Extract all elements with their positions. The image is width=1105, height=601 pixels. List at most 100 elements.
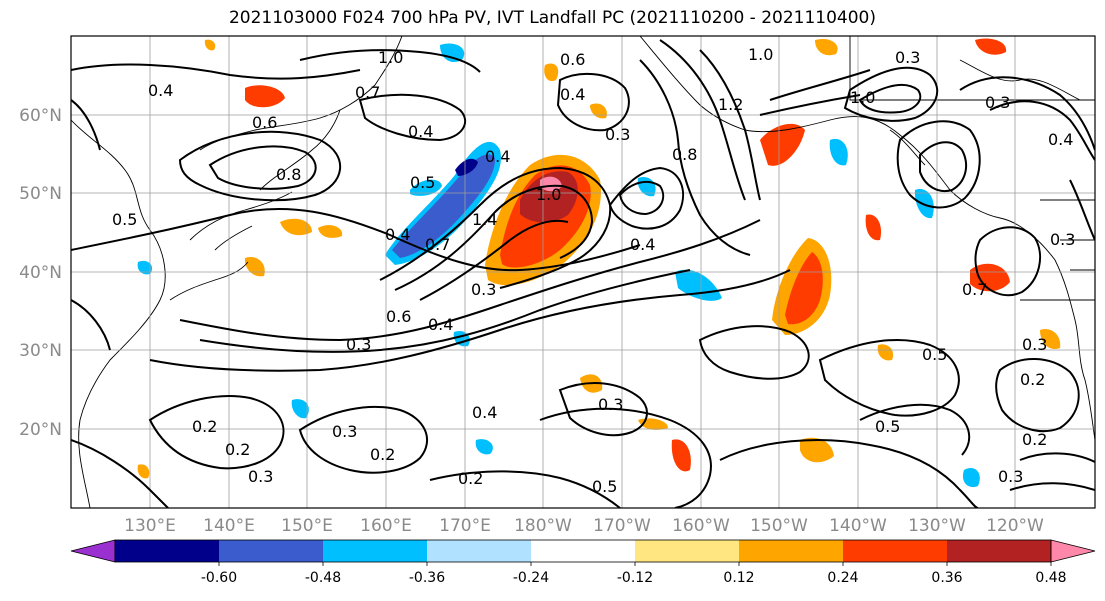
contour-label: 0.2 bbox=[1022, 430, 1047, 449]
pos-anomaly-high bbox=[520, 171, 578, 223]
contour-label: 0.2 bbox=[458, 469, 483, 488]
contour-label: 0.5 bbox=[592, 477, 617, 496]
pos-anomaly-region bbox=[975, 38, 1007, 55]
lon-label: 120°W bbox=[986, 516, 1044, 536]
contour-label: 0.4 bbox=[385, 225, 410, 244]
contour-label: 0.3 bbox=[1022, 335, 1047, 354]
contour-label: 0.8 bbox=[276, 165, 301, 184]
neg-anomaly-region bbox=[962, 467, 980, 488]
contour-label: 1.0 bbox=[378, 48, 403, 67]
pos-anomaly-peak bbox=[540, 176, 562, 192]
lon-label: 130°W bbox=[908, 516, 966, 536]
colorbar-segment bbox=[115, 540, 220, 562]
contour-label: 0.3 bbox=[471, 280, 496, 299]
contour-label: 1.0 bbox=[536, 185, 561, 204]
lon-label: 140°E bbox=[203, 516, 255, 536]
pos-anomaly-region bbox=[815, 38, 838, 56]
contour-label: 1.4 bbox=[472, 210, 497, 229]
graticule bbox=[71, 36, 1095, 508]
pos-anomaly-region bbox=[318, 225, 343, 238]
colorbar-tick-label: -0.12 bbox=[617, 570, 653, 586]
neg-anomaly-region bbox=[440, 43, 465, 63]
neg-anomaly-region bbox=[829, 138, 848, 166]
neg-anomaly-peak bbox=[455, 158, 478, 176]
contour-label: 0.5 bbox=[922, 345, 947, 364]
lon-label: 170°W bbox=[593, 516, 651, 536]
colorbar-extend-low bbox=[70, 539, 116, 563]
colorbar-tick-label: -0.24 bbox=[513, 570, 549, 586]
contour-label: 0.4 bbox=[428, 315, 453, 334]
contour-label: 0.4 bbox=[472, 403, 497, 422]
colorbar-segment bbox=[739, 540, 844, 562]
contour-label: 0.3 bbox=[998, 467, 1023, 486]
contour-label: 0.3 bbox=[332, 422, 357, 441]
map-border bbox=[70, 35, 1096, 509]
latitude-labels: 60°N 50°N 40°N 30°N 20°N bbox=[19, 106, 62, 440]
colorbar: -0.60 -0.48 -0.36 -0.24 -0.12 0.12 0.24 0.36 0.4… bbox=[70, 539, 1096, 586]
pos-anomaly-region bbox=[760, 123, 805, 166]
longitude-labels: 130°E 140°E 150°E 160°E 170°E 180°W 170°… bbox=[124, 516, 1044, 536]
pos-anomaly-region bbox=[970, 263, 1010, 292]
contour-label: 0.8 bbox=[672, 145, 697, 164]
contour-label: 0.7 bbox=[355, 83, 380, 102]
pos-anomaly-region bbox=[245, 85, 285, 108]
lon-label: 130°E bbox=[124, 516, 176, 536]
pos-anomaly-region bbox=[244, 256, 265, 277]
pos-anomaly-region bbox=[877, 344, 894, 361]
contour-label: 0.4 bbox=[1048, 130, 1073, 149]
pos-anomaly-region bbox=[800, 437, 834, 463]
lon-label: 140°W bbox=[829, 516, 887, 536]
neg-anomaly-region bbox=[475, 439, 493, 455]
pv-anomaly-shading bbox=[137, 38, 1061, 488]
pos-anomaly-region bbox=[137, 464, 150, 479]
lon-label: 170°E bbox=[439, 516, 491, 536]
lon-label: 150°W bbox=[750, 516, 808, 536]
contour-label: 0.5 bbox=[112, 210, 137, 229]
colorbar-extend-high bbox=[1050, 539, 1096, 563]
colorbar-tick-label: 0.24 bbox=[827, 570, 858, 586]
colorbar-segment bbox=[427, 540, 532, 562]
colorbar-segment bbox=[219, 540, 324, 562]
contour-label: 0.2 bbox=[225, 440, 250, 459]
contour-label: 0.3 bbox=[895, 48, 920, 67]
contour-label: 1.0 bbox=[748, 45, 773, 64]
colorbar-tick-label: -0.48 bbox=[305, 570, 341, 586]
colorbar-tick-label: -0.60 bbox=[201, 570, 237, 586]
colorbar-tick-label: 0.12 bbox=[723, 570, 754, 586]
contour-label: 0.3 bbox=[598, 395, 623, 414]
colorbar-tick-label: 0.48 bbox=[1035, 570, 1066, 586]
pos-anomaly-region bbox=[544, 63, 559, 82]
colorbar-segment bbox=[947, 540, 1052, 562]
lon-label: 180°W bbox=[514, 516, 572, 536]
contour-label-layer: 1.0 0.4 0.6 0.7 0.4 0.8 0.5 0.4 0.5 0.4 … bbox=[112, 45, 1075, 496]
colorbar-segment bbox=[323, 540, 428, 562]
pos-anomaly-region bbox=[1040, 328, 1061, 350]
lat-label: 60°N bbox=[19, 106, 62, 126]
contour-label: 0.4 bbox=[408, 122, 433, 141]
pos-anomaly-region bbox=[204, 39, 216, 51]
contour-label: 1.2 bbox=[718, 95, 743, 114]
colorbar-border bbox=[114, 539, 1052, 563]
contour-label: 0.4 bbox=[630, 235, 655, 254]
contour-label: 0.7 bbox=[425, 235, 450, 254]
contour-label: 0.6 bbox=[560, 50, 585, 69]
neg-anomaly-core bbox=[392, 154, 496, 258]
colorbar-tick-label: -0.36 bbox=[409, 570, 445, 586]
neg-anomaly-region bbox=[137, 260, 153, 275]
contour-label: 0.3 bbox=[1050, 230, 1075, 249]
lon-label: 150°E bbox=[281, 516, 333, 536]
pos-anomaly-region bbox=[671, 439, 691, 472]
contour-label: 0.5 bbox=[410, 173, 435, 192]
contour-label: 0.3 bbox=[248, 467, 273, 486]
lat-label: 40°N bbox=[19, 263, 62, 283]
contour-label: 0.2 bbox=[192, 417, 217, 436]
contour-label: 0.5 bbox=[875, 417, 900, 436]
contour-label: 0.3 bbox=[346, 335, 371, 354]
lat-label: 30°N bbox=[19, 341, 62, 361]
pos-anomaly-region bbox=[280, 218, 312, 236]
neg-anomaly-region bbox=[291, 399, 309, 419]
lat-label: 50°N bbox=[19, 184, 62, 204]
ivt-contours bbox=[71, 39, 1095, 508]
lon-label: 160°E bbox=[360, 516, 412, 536]
